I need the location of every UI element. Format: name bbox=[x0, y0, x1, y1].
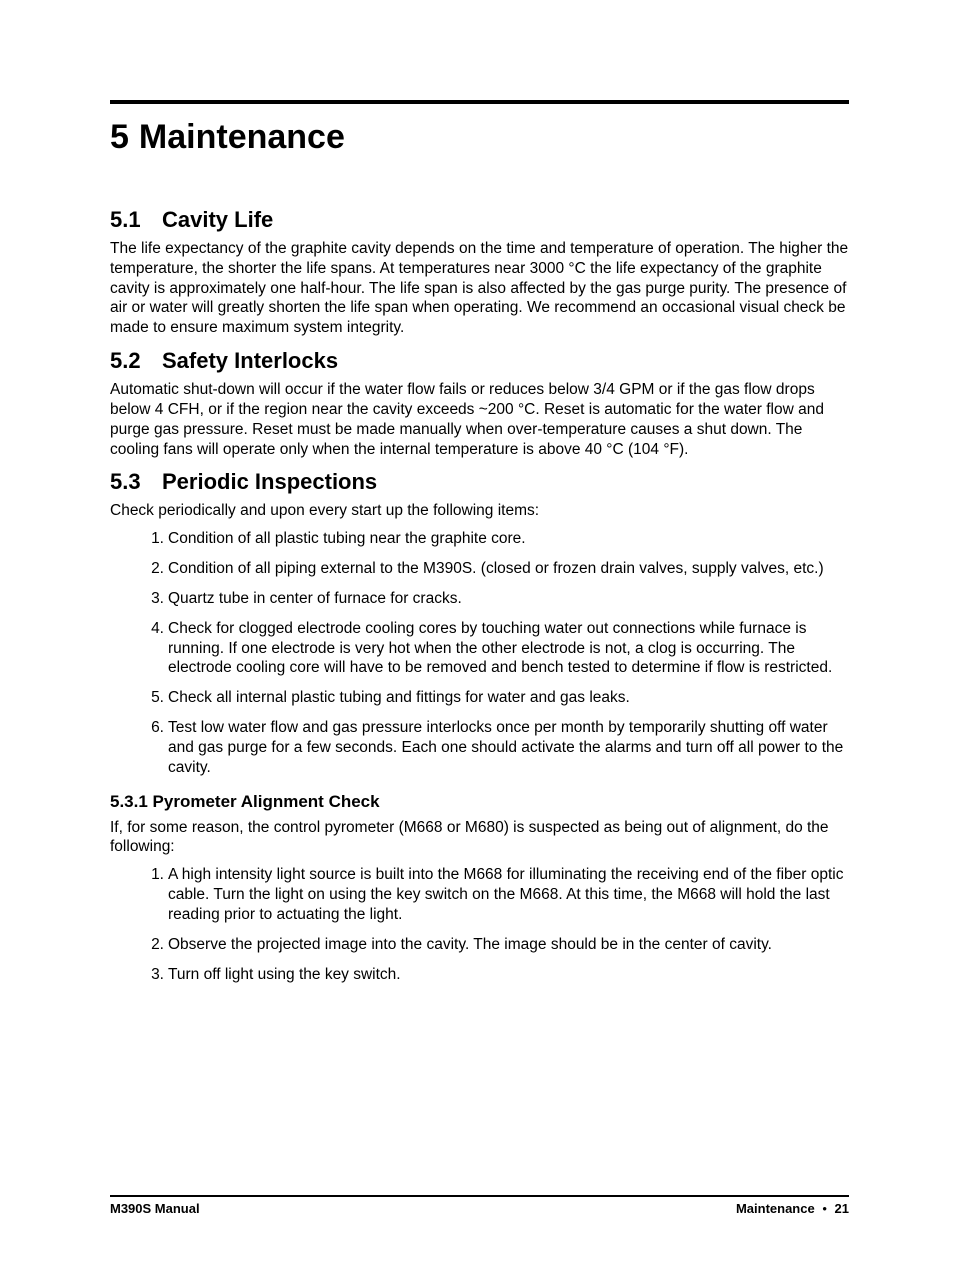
footer-page: 21 bbox=[835, 1201, 849, 1216]
list-item: 3.Turn off light using the key switch. bbox=[168, 965, 849, 985]
list-number: 6. bbox=[138, 718, 164, 738]
list-item: 5.Check all internal plastic tubing and … bbox=[168, 688, 849, 708]
list-number: 3. bbox=[138, 589, 164, 609]
list-item: 1.Condition of all plastic tubing near t… bbox=[168, 529, 849, 549]
section-number: 5.3 bbox=[110, 469, 162, 495]
list-item: 6.Test low water flow and gas pressure i… bbox=[168, 718, 849, 777]
list-item: 2.Condition of all piping external to th… bbox=[168, 559, 849, 579]
footer-right: Maintenance • 21 bbox=[736, 1201, 849, 1216]
list-text: Observe the projected image into the cav… bbox=[168, 936, 772, 953]
list-text: Test low water flow and gas pressure int… bbox=[168, 719, 843, 776]
subsection-number: 5.3.1 bbox=[110, 792, 148, 811]
chapter-heading: 5 Maintenance bbox=[110, 118, 849, 157]
footer-row: M390S Manual Maintenance • 21 bbox=[110, 1201, 849, 1216]
footer-rule bbox=[110, 1195, 849, 1197]
page-body: 5 Maintenance 5.1Cavity Life The life exp… bbox=[0, 0, 954, 984]
section-body: The life expectancy of the graphite cavi… bbox=[110, 239, 849, 338]
section-number: 5.1 bbox=[110, 207, 162, 233]
list-text: Check for clogged electrode cooling core… bbox=[168, 620, 832, 677]
chapter-rule bbox=[110, 100, 849, 104]
list-text: Check all internal plastic tubing and fi… bbox=[168, 689, 630, 706]
section-heading: 5.3Periodic Inspections bbox=[110, 469, 849, 495]
section-intro: Check periodically and upon every start … bbox=[110, 501, 849, 521]
list-number: 2. bbox=[138, 559, 164, 579]
pyrometer-list: 1.A high intensity light source is built… bbox=[110, 865, 849, 984]
page-footer: M390S Manual Maintenance • 21 bbox=[110, 1195, 849, 1216]
section-5-3: 5.3Periodic Inspections Check periodical… bbox=[110, 469, 849, 984]
list-item: 4.Check for clogged electrode cooling co… bbox=[168, 619, 849, 678]
list-text: Condition of all piping external to the … bbox=[168, 560, 824, 577]
list-text: Condition of all plastic tubing near the… bbox=[168, 530, 526, 547]
footer-left: M390S Manual bbox=[110, 1201, 200, 1216]
list-text: Turn off light using the key switch. bbox=[168, 966, 401, 983]
section-title: Periodic Inspections bbox=[162, 469, 377, 494]
list-item: 1.A high intensity light source is built… bbox=[168, 865, 849, 924]
list-text: Quartz tube in center of furnace for cra… bbox=[168, 590, 462, 607]
section-5-2: 5.2Safety Interlocks Automatic shut-down… bbox=[110, 348, 849, 459]
section-title: Cavity Life bbox=[162, 207, 273, 232]
list-item: 3.Quartz tube in center of furnace for c… bbox=[168, 589, 849, 609]
subsection-title: Pyrometer Alignment Check bbox=[153, 792, 380, 811]
inspection-list: 1.Condition of all plastic tubing near t… bbox=[110, 529, 849, 777]
section-heading: 5.2Safety Interlocks bbox=[110, 348, 849, 374]
list-number: 3. bbox=[138, 965, 164, 985]
list-number: 5. bbox=[138, 688, 164, 708]
section-title: Safety Interlocks bbox=[162, 348, 338, 373]
section-number: 5.2 bbox=[110, 348, 162, 374]
list-number: 1. bbox=[138, 529, 164, 549]
footer-section: Maintenance bbox=[736, 1201, 815, 1216]
section-heading: 5.1Cavity Life bbox=[110, 207, 849, 233]
list-number: 4. bbox=[138, 619, 164, 639]
list-item: 2.Observe the projected image into the c… bbox=[168, 935, 849, 955]
list-number: 2. bbox=[138, 935, 164, 955]
list-text: A high intensity light source is built i… bbox=[168, 866, 844, 923]
footer-bullet: • bbox=[822, 1201, 827, 1216]
chapter-title: Maintenance bbox=[139, 118, 345, 156]
list-number: 1. bbox=[138, 865, 164, 885]
subsection-heading: 5.3.1 Pyrometer Alignment Check bbox=[110, 792, 849, 812]
section-5-1: 5.1Cavity Life The life expectancy of th… bbox=[110, 207, 849, 338]
subsection-intro: If, for some reason, the control pyromet… bbox=[110, 818, 849, 858]
section-body: Automatic shut-down will occur if the wa… bbox=[110, 380, 849, 459]
chapter-number: 5 bbox=[110, 118, 129, 156]
